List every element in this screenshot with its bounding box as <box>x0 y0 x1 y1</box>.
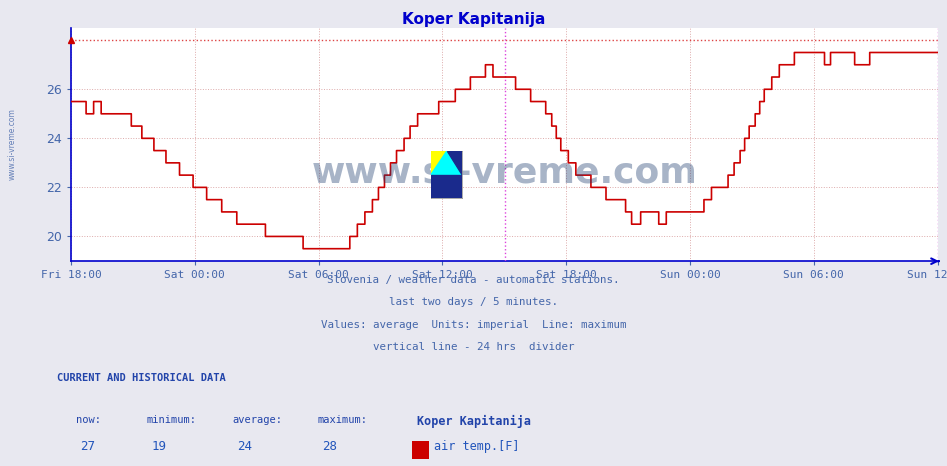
Text: Koper Kapitanija: Koper Kapitanija <box>402 12 545 27</box>
Text: vertical line - 24 hrs  divider: vertical line - 24 hrs divider <box>373 342 574 352</box>
Polygon shape <box>431 151 447 175</box>
Text: 28: 28 <box>322 440 337 453</box>
Text: air temp.[F]: air temp.[F] <box>434 440 519 453</box>
Text: Slovenia / weather data - automatic stations.: Slovenia / weather data - automatic stat… <box>328 275 619 285</box>
Text: maximum:: maximum: <box>317 415 367 425</box>
Text: 27: 27 <box>80 440 96 453</box>
Text: minimum:: minimum: <box>147 415 197 425</box>
Text: CURRENT AND HISTORICAL DATA: CURRENT AND HISTORICAL DATA <box>57 373 225 383</box>
Text: www.si-vreme.com: www.si-vreme.com <box>312 156 697 189</box>
Text: now:: now: <box>76 415 100 425</box>
Polygon shape <box>431 151 462 175</box>
Text: 24: 24 <box>237 440 252 453</box>
Text: Values: average  Units: imperial  Line: maximum: Values: average Units: imperial Line: ma… <box>321 320 626 329</box>
Polygon shape <box>431 175 462 198</box>
Text: average:: average: <box>232 415 282 425</box>
Text: 19: 19 <box>152 440 167 453</box>
Text: last two days / 5 minutes.: last two days / 5 minutes. <box>389 297 558 307</box>
Text: www.si-vreme.com: www.si-vreme.com <box>8 109 17 180</box>
Polygon shape <box>447 151 462 175</box>
Text: Koper Kapitanija: Koper Kapitanija <box>417 415 530 428</box>
